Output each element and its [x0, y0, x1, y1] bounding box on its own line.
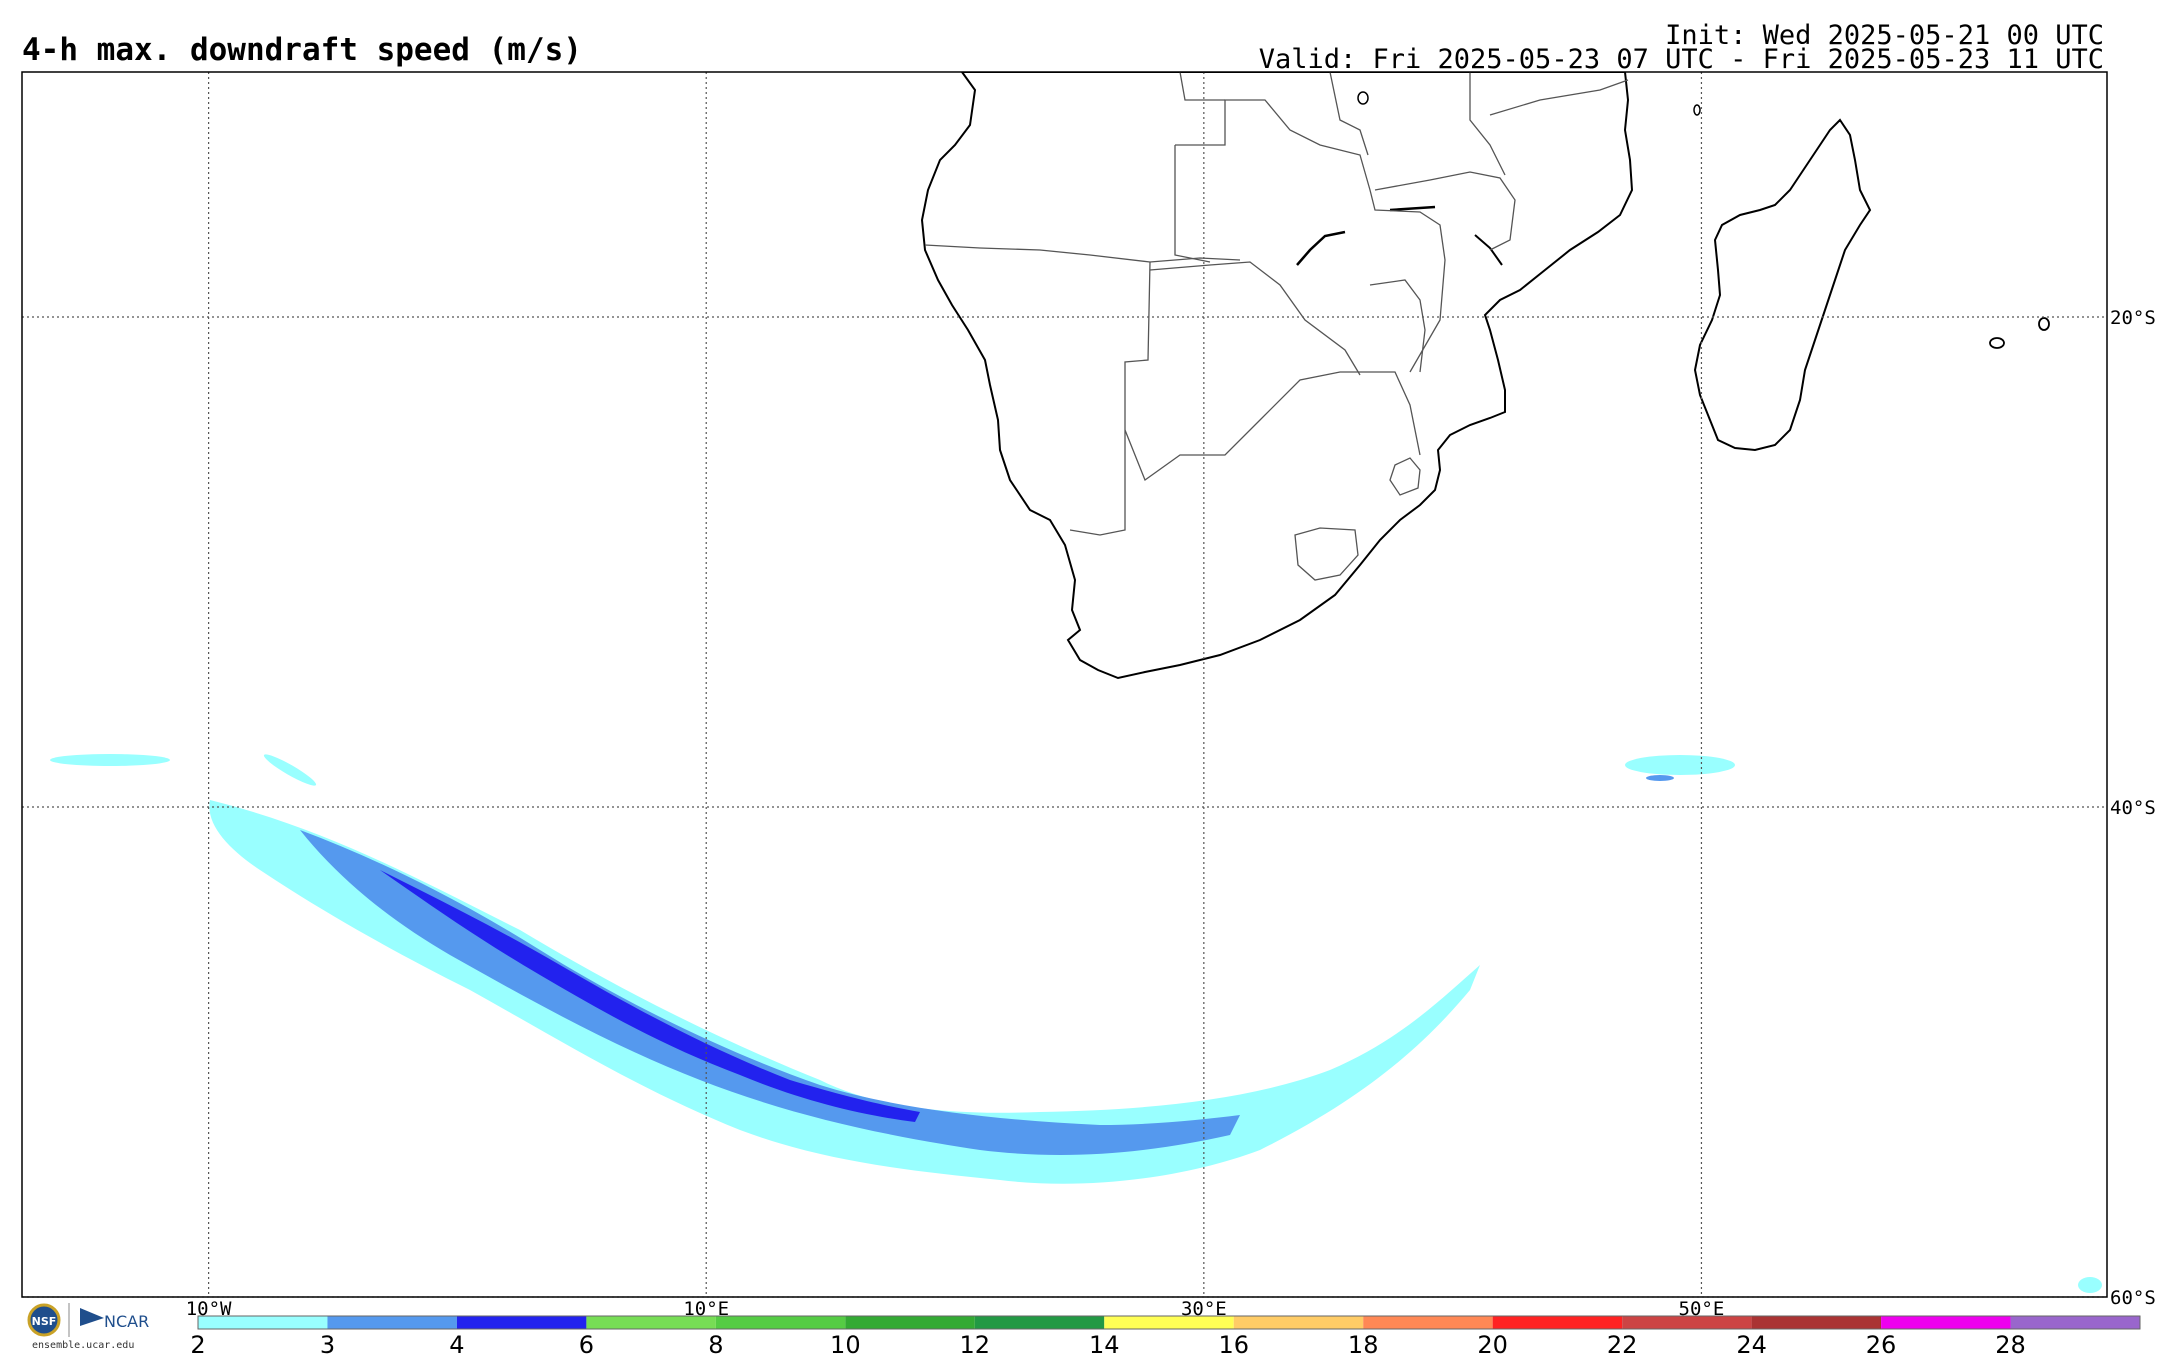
lake-malawi	[1474, 234, 1503, 266]
lat-label: 60°S	[2110, 1287, 2156, 1309]
africa-coastline	[920, 72, 1634, 680]
colorbar-tick-label: 8	[708, 1331, 723, 1354]
colorbar-swatch	[1363, 1316, 1493, 1329]
swath-patch	[1625, 755, 1735, 775]
colorbar-swatch	[1492, 1316, 1623, 1329]
nsf-logo: NSF	[27, 1303, 61, 1337]
swath-patch	[50, 754, 170, 766]
colorbar-swatch	[456, 1316, 587, 1329]
reunion	[2038, 317, 2050, 331]
swath-patch	[263, 754, 317, 786]
colorbar-tick-label: 16	[1218, 1331, 1249, 1354]
colorbar-swatch	[715, 1316, 846, 1329]
colorbar-outline	[197, 1315, 2141, 1330]
ncar-logo: NCAR	[80, 1308, 149, 1331]
lon-label: 10°W	[186, 1298, 232, 1320]
colorbar-swatch	[1751, 1316, 1882, 1329]
colorbar-tick-label: 3	[320, 1331, 335, 1354]
lon-label: 10°E	[683, 1298, 729, 1320]
colorbar-tick-label: 14	[1089, 1331, 1120, 1354]
colorbar-swatch	[1622, 1316, 1752, 1329]
svg-text:NCAR: NCAR	[104, 1312, 149, 1331]
comoros	[1693, 104, 1701, 116]
svg-text:NSF: NSF	[32, 1315, 57, 1328]
swath-patch	[2078, 1277, 2102, 1293]
colorbar-tick-label: 12	[960, 1331, 991, 1354]
colorbar-swatch	[1881, 1316, 2011, 1329]
colorbar-tick-label: 22	[1607, 1331, 1638, 1354]
colorbar-tick-label: 24	[1736, 1331, 1767, 1354]
colorbar-swatch	[586, 1316, 716, 1329]
colorbar-swatch	[845, 1316, 975, 1329]
colorbar-tick-label: 6	[579, 1331, 594, 1354]
colorbar-swatch	[1104, 1316, 1234, 1329]
lake-island	[1357, 91, 1369, 105]
colorbar-swatch	[1233, 1316, 1364, 1329]
downdraft-field	[50, 754, 2102, 1293]
colorbar-tick-label: 10	[830, 1331, 861, 1354]
valid-time: Valid: Fri 2025-05-23 07 UTC - Fri 2025-…	[1258, 44, 2104, 75]
init-time: Init: Wed 2025-05-21 00 UTC	[1665, 20, 2104, 51]
lat-label: 40°S	[2110, 797, 2156, 819]
colorbar-tick-label: 26	[1866, 1331, 1897, 1354]
colorbar: 2 3 4 6 8 10 12 14 16 18 20 22 24 26 28	[190, 1315, 2141, 1354]
longitude-labels: 10°W 10°E 30°E 50°E	[186, 1298, 1725, 1320]
colorbar-tick-label: 2	[190, 1331, 205, 1354]
colorbar-tick-label: 18	[1348, 1331, 1379, 1354]
madagascar-coastline	[1693, 118, 1872, 452]
lake-kariba	[1296, 230, 1346, 266]
graticule	[22, 72, 2107, 1298]
lake-cahora	[1389, 205, 1436, 212]
latitude-labels: 20°S 40°S 60°S	[2110, 307, 2156, 1309]
colorbar-swatch	[198, 1316, 328, 1329]
colorbar-tick-label: 20	[1477, 1331, 1508, 1354]
mauritius	[1989, 337, 2005, 349]
credit-text: ensemble.ucar.edu	[32, 1340, 135, 1351]
map-frame	[21, 71, 2108, 1298]
land	[920, 72, 2050, 680]
country-borders	[924, 72, 1629, 536]
lesotho-border	[1294, 527, 1359, 581]
colorbar-tick-label: 28	[1995, 1331, 2026, 1354]
swath-patch	[1646, 775, 1674, 781]
eswatini-border	[1389, 457, 1421, 496]
lat-label: 20°S	[2110, 307, 2156, 329]
colorbar-swatch	[2010, 1316, 2140, 1329]
colorbar-tick-label: 4	[449, 1331, 464, 1354]
colorbar-swatch	[327, 1316, 457, 1329]
lon-label: 50°E	[1679, 1298, 1725, 1320]
map-title: 4-h max. downdraft speed (m/s)	[22, 32, 582, 68]
swath-level-3	[300, 830, 1240, 1155]
colorbar-swatch	[974, 1316, 1105, 1329]
lon-label: 30°E	[1181, 1298, 1227, 1320]
